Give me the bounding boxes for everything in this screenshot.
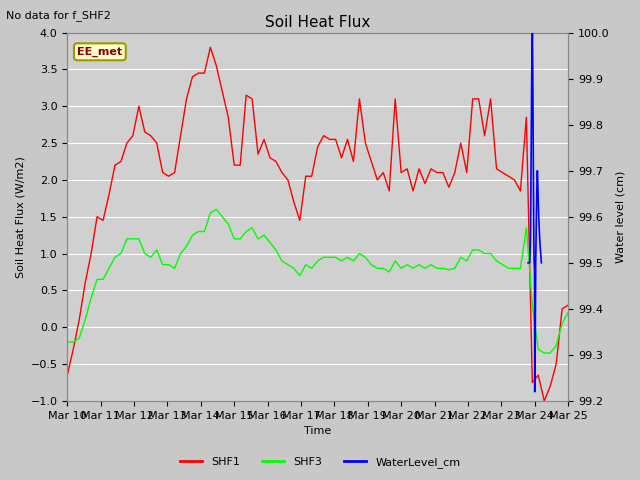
Text: No data for f_SHF2: No data for f_SHF2 <box>6 10 111 21</box>
Y-axis label: Soil Heat Flux (W/m2): Soil Heat Flux (W/m2) <box>15 156 25 277</box>
Title: Soil Heat Flux: Soil Heat Flux <box>265 15 371 30</box>
X-axis label: Time: Time <box>304 426 332 436</box>
Y-axis label: Water level (cm): Water level (cm) <box>615 170 625 263</box>
Legend: SHF1, SHF3, WaterLevel_cm: SHF1, SHF3, WaterLevel_cm <box>175 452 465 472</box>
Text: EE_met: EE_met <box>77 47 122 57</box>
